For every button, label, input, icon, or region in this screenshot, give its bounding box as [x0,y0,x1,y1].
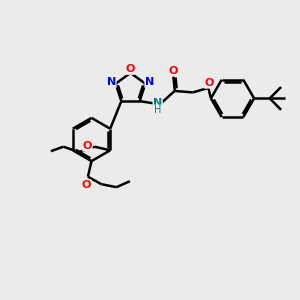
Text: N: N [107,77,116,87]
Text: O: O [204,78,214,88]
Text: O: O [83,141,92,151]
Text: O: O [169,66,178,76]
Text: O: O [126,64,135,74]
Text: H: H [154,105,161,115]
Text: O: O [82,180,91,190]
Text: N: N [145,77,154,87]
Text: N: N [153,98,162,108]
